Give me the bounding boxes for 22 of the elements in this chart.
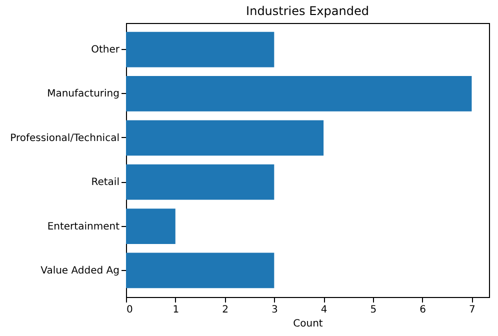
y-tick-label: Retail xyxy=(91,177,120,188)
chart-title: Industries Expanded xyxy=(246,4,369,18)
x-tick-label: 5 xyxy=(370,304,377,316)
x-tick-label: 4 xyxy=(320,304,328,316)
y-tick-label: Entertainment xyxy=(47,221,120,232)
x-tick-label: 7 xyxy=(469,304,476,316)
x-tick-label: 6 xyxy=(420,304,426,316)
x-tick-label: 0 xyxy=(126,304,133,316)
bar xyxy=(126,120,324,156)
x-tick-label: 1 xyxy=(172,304,180,316)
y-tick-label: Value Added Ag xyxy=(40,265,120,276)
y-tick-label: Manufacturing xyxy=(47,88,120,100)
x-tick-label: 3 xyxy=(271,304,278,316)
bar xyxy=(126,164,274,200)
y-tick-label: Other xyxy=(91,44,120,56)
bar xyxy=(126,32,274,68)
y-tick-label: Professional/Technical xyxy=(10,132,120,144)
bar xyxy=(126,252,274,288)
x-axis-title: Count xyxy=(293,318,323,330)
bar xyxy=(126,76,472,112)
x-tick-label: 2 xyxy=(222,304,228,316)
bar xyxy=(126,208,176,244)
